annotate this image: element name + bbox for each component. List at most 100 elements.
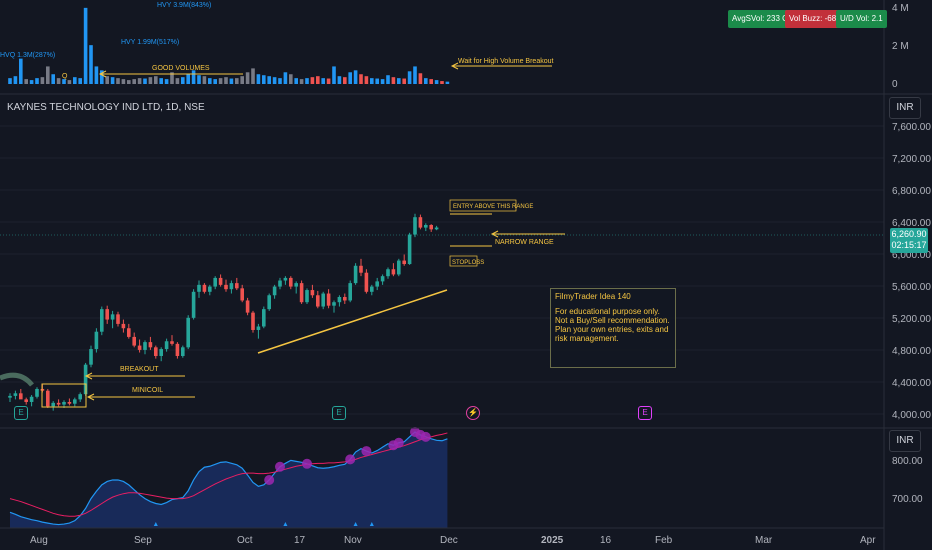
- indicator-axis[interactable]: 800.00 700.00: [892, 456, 923, 505]
- volume-bar: [299, 79, 304, 84]
- volume-bar: [267, 76, 271, 84]
- volume-bar: [73, 77, 77, 84]
- time-tick: 16: [600, 535, 612, 546]
- dividend-icon[interactable]: ⚡: [466, 406, 480, 420]
- earnings-icon[interactable]: E: [332, 406, 346, 420]
- volume-bar: [213, 79, 217, 84]
- note-line: Plan your own entries, exits and risk ma…: [555, 325, 669, 343]
- volume-bar: [240, 76, 244, 84]
- volume-bar: [235, 78, 239, 84]
- volume-tick: 0: [892, 79, 898, 90]
- indicator-unit-button[interactable]: INR: [889, 430, 921, 452]
- up-triangle-icon: [353, 522, 358, 526]
- price-candles: [8, 213, 439, 411]
- narrow-range-label: NARROW RANGE: [495, 239, 554, 246]
- volume-bars: [8, 7, 450, 85]
- price-tick: 6,800.00: [892, 186, 931, 197]
- candle-body: [380, 276, 385, 282]
- candle-body: [310, 290, 315, 296]
- price-tick: 7,200.00: [892, 154, 931, 165]
- candle-body: [353, 265, 358, 284]
- volume-bar: [353, 70, 358, 84]
- indicator-line-primary: [9, 431, 448, 526]
- candle-body: [407, 234, 412, 265]
- price-axis[interactable]: 7,600.00 7,200.00 6,800.00 6,400.00 6,00…: [892, 122, 931, 421]
- candle-body: [159, 349, 163, 356]
- candle-body: [272, 286, 277, 296]
- candle-body: [262, 309, 266, 327]
- candle-body: [321, 293, 325, 307]
- candle-body: [164, 341, 169, 350]
- candle-body: [337, 297, 342, 303]
- volume-bar: [375, 78, 379, 84]
- hvy-label-1: HVY 3.9M(843%): [157, 2, 211, 9]
- volume-bar: [121, 79, 126, 84]
- earnings-icon[interactable]: E: [14, 406, 28, 420]
- volume-bar: [127, 80, 131, 84]
- candle-body: [375, 281, 379, 287]
- volume-bar: [51, 74, 55, 84]
- volume-bar: [62, 79, 66, 84]
- price-tick: 4,000.00: [892, 410, 931, 421]
- volume-bar: [78, 78, 82, 84]
- chart-grid: [0, 125, 884, 415]
- volume-bar: [445, 81, 450, 84]
- candle-body: [208, 286, 212, 292]
- volume-bar: [8, 78, 12, 84]
- candle-body: [137, 345, 142, 350]
- candle-body: [191, 291, 196, 318]
- volume-bar: [46, 66, 50, 84]
- signal-dot: [302, 458, 312, 469]
- trend-line[interactable]: [257, 289, 448, 354]
- volume-bar: [224, 77, 228, 84]
- candle-body: [154, 347, 158, 356]
- candle-body: [186, 317, 190, 348]
- earnings-icon[interactable]: E: [638, 406, 652, 420]
- idea-note[interactable]: FilmyTrader Idea 140 For educational pur…: [550, 288, 676, 368]
- time-axis[interactable]: Aug Sep Oct 17 Nov Dec 2025 16 Feb Mar A…: [30, 535, 876, 546]
- candle-body: [202, 284, 207, 292]
- price-unit-button[interactable]: INR: [889, 97, 921, 119]
- volume-bar: [175, 78, 180, 84]
- candle-body: [245, 300, 250, 313]
- candle-body: [256, 326, 261, 330]
- volume-bar: [218, 78, 223, 84]
- candle-body: [359, 265, 363, 273]
- volume-bar: [143, 78, 147, 84]
- entry-label: ENTRY ABOVE THIS RANGE: [453, 204, 533, 210]
- volume-bar: [229, 78, 234, 84]
- price-tick: 4,800.00: [892, 346, 931, 357]
- volume-bar: [402, 78, 406, 84]
- signal-dot: [420, 431, 431, 442]
- volume-axis[interactable]: 4 M 2 M 0: [892, 3, 909, 90]
- signal-dot: [361, 446, 372, 457]
- candle-body: [413, 217, 417, 235]
- volume-bar: [245, 72, 250, 84]
- minicoil-box[interactable]: [41, 383, 87, 408]
- volume-bar: [24, 79, 28, 84]
- indicator-line-secondary: [9, 432, 448, 517]
- candle-body: [94, 331, 99, 350]
- candle-body: [19, 393, 23, 400]
- price-tick: 5,600.00: [892, 282, 931, 293]
- candle-body: [332, 302, 336, 306]
- volume-bar: [159, 78, 163, 84]
- candle-body: [13, 393, 18, 396]
- candle-body: [83, 364, 88, 395]
- cup-drawing[interactable]: [0, 372, 34, 387]
- breakout-label: BREAKOUT: [120, 366, 159, 373]
- volume-bar: [83, 7, 88, 85]
- wait-label: Wait for High Volume Breakout: [458, 58, 554, 65]
- candle-body: [343, 297, 347, 301]
- candle-body: [170, 341, 174, 344]
- volume-bar: [170, 72, 174, 84]
- indicator-area: [10, 431, 448, 528]
- volume-bar: [208, 78, 212, 84]
- candle-body: [197, 284, 201, 292]
- candle-body: [78, 394, 82, 400]
- time-tick: Mar: [755, 535, 773, 546]
- volume-bar: [283, 72, 288, 84]
- time-tick: Sep: [134, 535, 152, 546]
- volume-bar: [278, 78, 282, 84]
